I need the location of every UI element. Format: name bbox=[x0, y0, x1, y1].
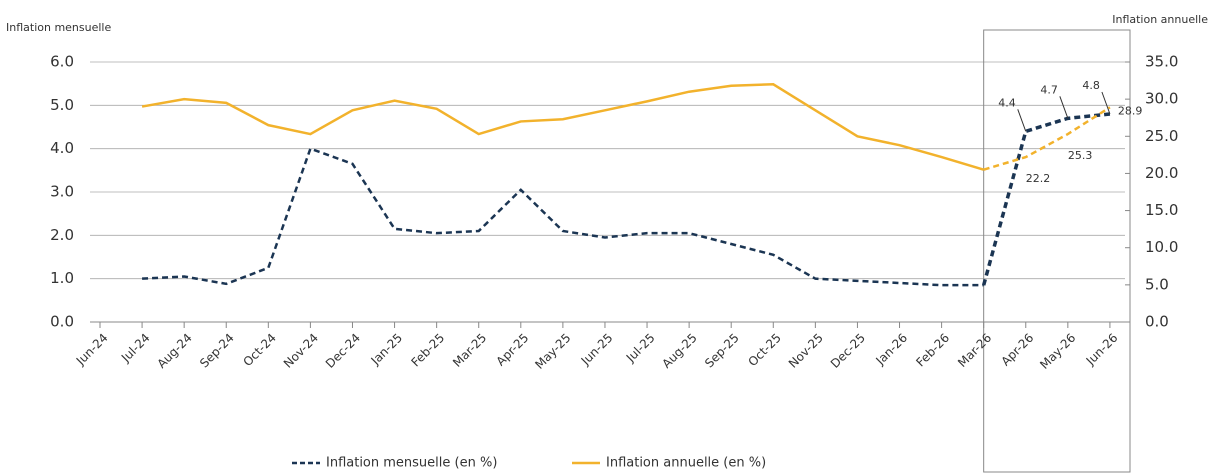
x-tick-label: Aug-24 bbox=[154, 331, 194, 371]
y-tick-label: 5.0 bbox=[50, 96, 74, 114]
x-tick-label: Feb-26 bbox=[913, 331, 952, 370]
y2-axis-title: Inflation annuelle bbox=[1112, 13, 1208, 26]
x-tick-label: Dec-24 bbox=[323, 331, 363, 371]
x-tick-label: Mar-26 bbox=[955, 331, 994, 370]
x-tick-label: Jun-25 bbox=[578, 331, 616, 369]
data-label: 28.9 bbox=[1118, 104, 1143, 117]
x-tick-label: Jul-24 bbox=[118, 331, 153, 366]
x-tick-label: Sep-25 bbox=[702, 331, 742, 371]
x-tick-label: May-26 bbox=[1037, 331, 1078, 372]
y2-tick-label: 30.0 bbox=[1145, 90, 1178, 108]
y-tick-label: 3.0 bbox=[50, 183, 74, 201]
x-tick-label: Aug-25 bbox=[659, 331, 699, 371]
series-line bbox=[142, 147, 984, 287]
x-tick-label: Sep-24 bbox=[197, 331, 237, 371]
x-tick-label: Jun-24 bbox=[73, 331, 111, 369]
y2-tick-label: 10.0 bbox=[1145, 238, 1178, 256]
data-label: 4.4 bbox=[998, 96, 1016, 109]
series-line bbox=[141, 83, 985, 171]
legend-label: Inflation mensuelle (en %) bbox=[326, 456, 497, 471]
x-tick-label: Mar-25 bbox=[450, 331, 489, 370]
x-tick-label: Oct-24 bbox=[240, 331, 278, 369]
y2-tick-label: 5.0 bbox=[1145, 275, 1169, 293]
x-tick-label: Jun-26 bbox=[1083, 331, 1121, 369]
data-label: 4.8 bbox=[1082, 79, 1100, 92]
y2-tick-label: 20.0 bbox=[1145, 164, 1178, 182]
x-tick-label: Dec-25 bbox=[828, 331, 868, 371]
series-line bbox=[981, 112, 1111, 286]
x-tick-label: Apr-25 bbox=[493, 331, 531, 369]
y-axis-title: Inflation mensuelle bbox=[6, 21, 111, 34]
x-tick-label: Oct-25 bbox=[745, 331, 783, 369]
data-label: 22.2 bbox=[1026, 172, 1051, 185]
y-tick-label: 4.0 bbox=[50, 139, 74, 157]
x-tick-label: Feb-25 bbox=[408, 331, 447, 370]
x-tick-label: Nov-25 bbox=[786, 331, 826, 371]
x-tick-label: Nov-24 bbox=[281, 331, 321, 371]
x-tick-label: Jan-25 bbox=[368, 331, 406, 369]
x-tick-label: May-25 bbox=[532, 331, 573, 372]
highlight-box bbox=[983, 29, 1131, 473]
x-tick-label: Apr-26 bbox=[998, 331, 1036, 369]
data-label: 25.3 bbox=[1068, 149, 1093, 162]
y2-tick-label: 35.0 bbox=[1145, 53, 1178, 71]
y2-tick-label: 25.0 bbox=[1145, 127, 1178, 145]
y2-tick-label: 0.0 bbox=[1145, 313, 1169, 331]
y-tick-label: 6.0 bbox=[50, 53, 74, 71]
x-tick-label: Jul-25 bbox=[623, 331, 658, 366]
label-leader bbox=[1017, 109, 1027, 132]
data-label: 4.7 bbox=[1040, 83, 1058, 96]
y-tick-label: 2.0 bbox=[50, 226, 74, 244]
series-line bbox=[983, 106, 1111, 171]
x-tick-label: Jan-26 bbox=[873, 331, 911, 369]
y-tick-label: 1.0 bbox=[50, 269, 74, 287]
y2-tick-label: 15.0 bbox=[1145, 201, 1178, 219]
label-leader bbox=[1059, 96, 1069, 119]
label-leader bbox=[1101, 91, 1111, 115]
y-tick-label: 0.0 bbox=[50, 313, 74, 331]
legend-label: Inflation annuelle (en %) bbox=[606, 456, 766, 471]
